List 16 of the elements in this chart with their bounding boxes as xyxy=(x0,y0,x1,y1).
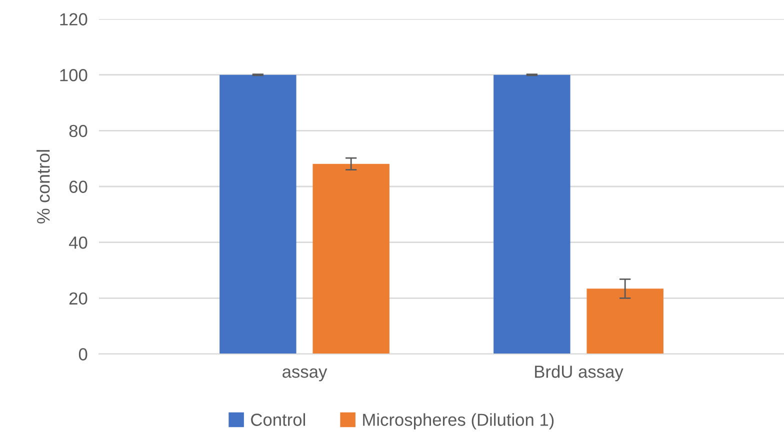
legend-label: Microspheres (Dilution 1) xyxy=(363,413,554,430)
y-tick-label: 100 xyxy=(60,69,88,82)
x-tick-label: BrdU assay xyxy=(535,365,624,382)
y-tick-label: 60 xyxy=(69,180,88,193)
legend-label: Control xyxy=(251,413,305,426)
y-tick-label: 0 xyxy=(78,348,88,360)
bar xyxy=(494,74,570,354)
y-axis-title: % control xyxy=(36,150,50,224)
bar xyxy=(586,288,664,354)
y-tick-label: 120 xyxy=(60,13,88,26)
bar xyxy=(220,74,296,354)
x-tick-label: assay xyxy=(282,368,328,382)
y-tick-label: 20 xyxy=(69,292,88,305)
y-tick-label: 80 xyxy=(69,124,88,138)
y-tick-label: 40 xyxy=(68,236,88,249)
bar xyxy=(312,164,390,354)
